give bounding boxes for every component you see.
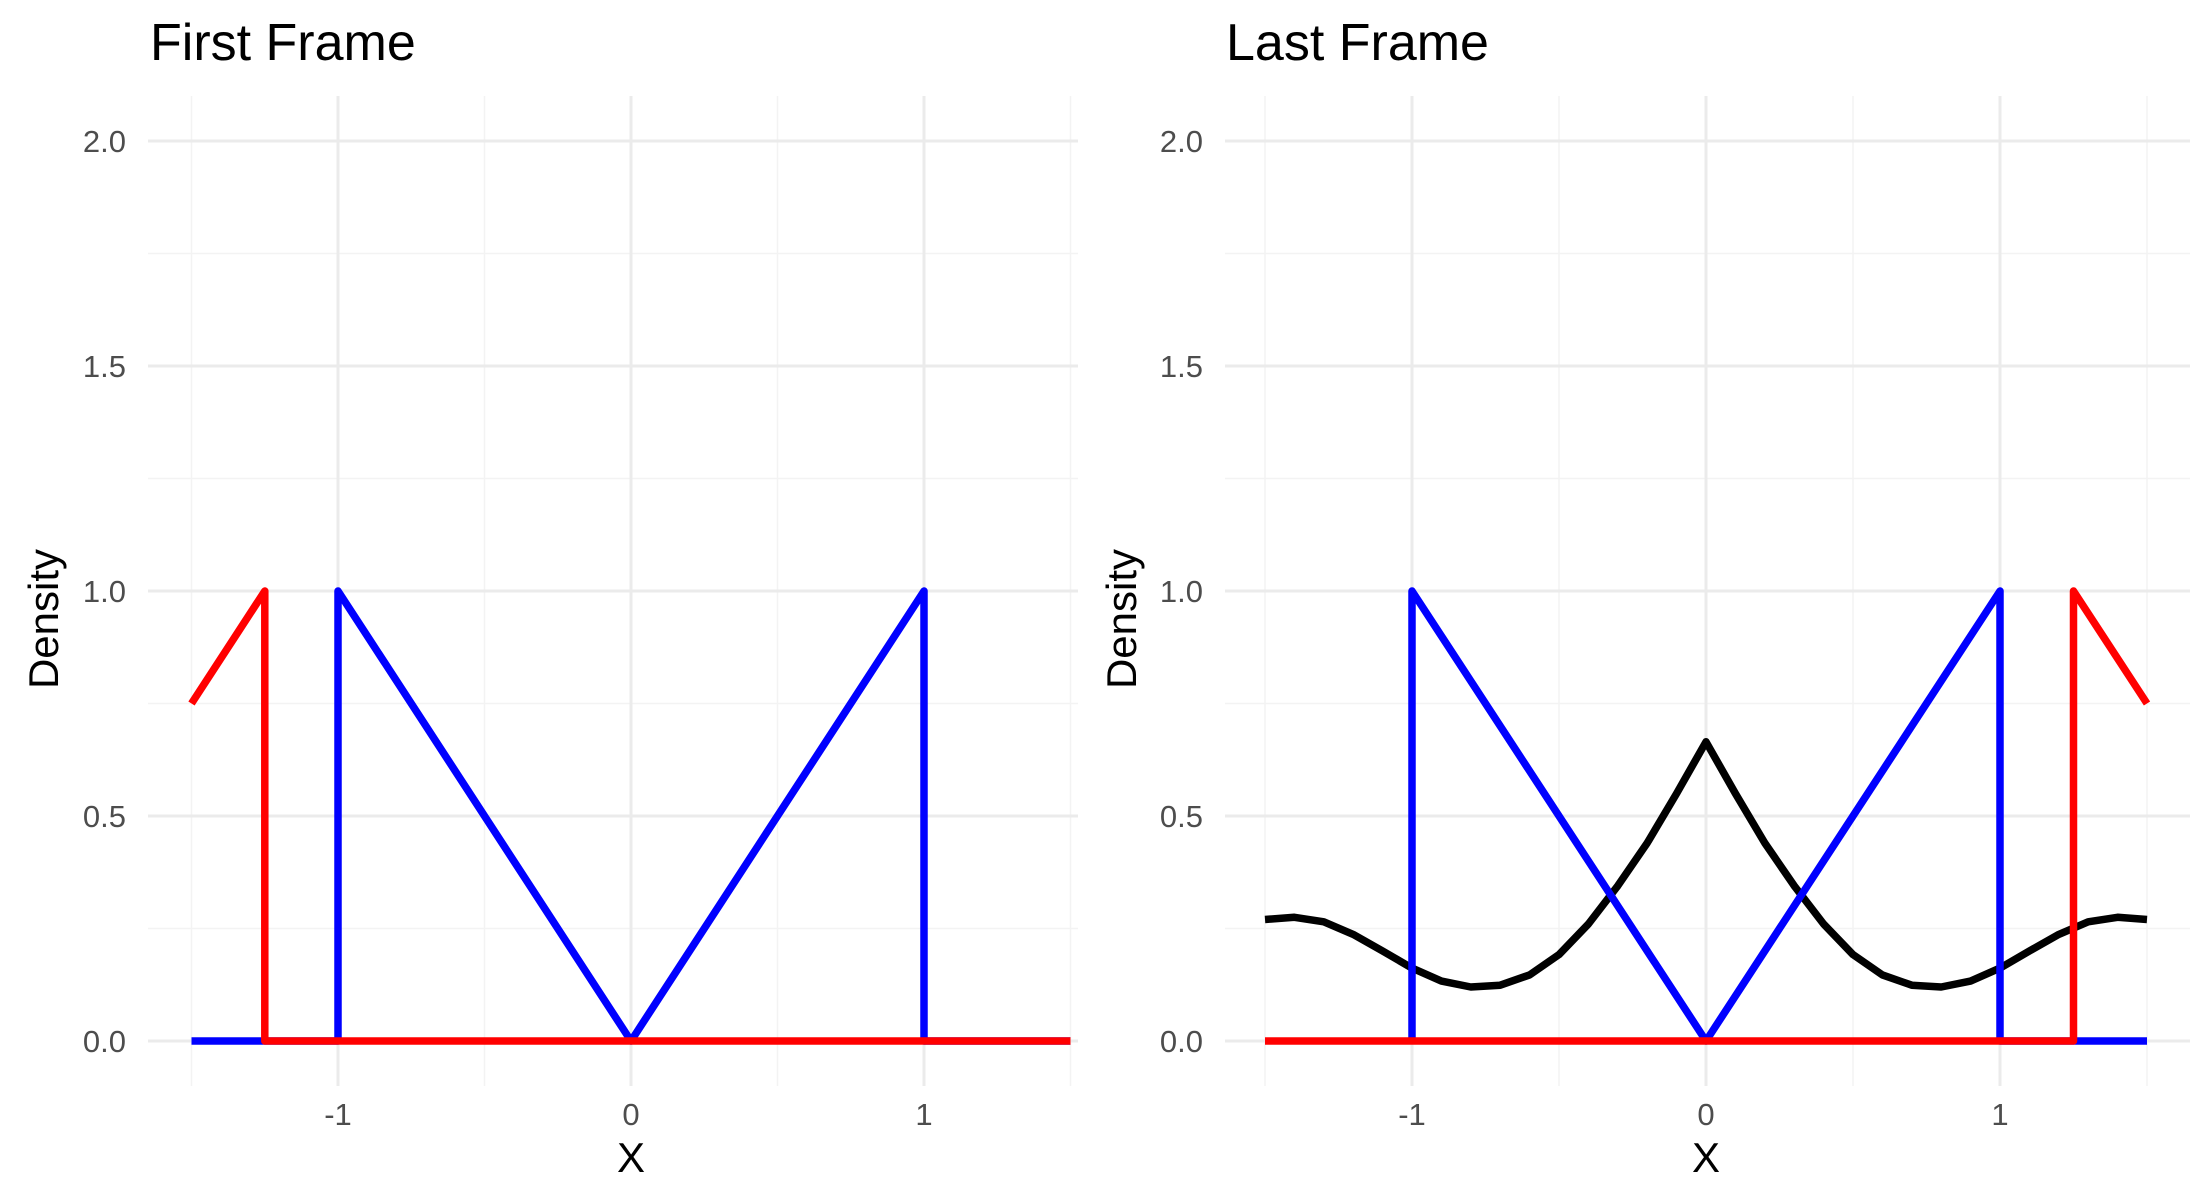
chart-last-frame: 0.0 0.5 1.0 1.5 2.0 -1 0 1 Last Frame X Density <box>1098 14 2190 1181</box>
chart-panel-first-frame: 0.0 0.5 1.0 1.5 2.0 -1 0 1 First Frame X Density <box>0 0 1105 1200</box>
x-tick-label: -1 <box>1398 1097 1426 1132</box>
chart-first-frame: 0.0 0.5 1.0 1.5 2.0 -1 0 1 First Frame X Density <box>20 14 1078 1181</box>
y-tick-label: 1.0 <box>83 574 126 609</box>
y-tick-label: 0.5 <box>83 799 126 834</box>
x-tick-label: 0 <box>1697 1097 1714 1132</box>
x-tick-label: 1 <box>915 1097 932 1132</box>
x-tick-label: 1 <box>1991 1097 2008 1132</box>
series-line-2 <box>1265 587 2151 1045</box>
y-tick-label: 1.5 <box>83 349 126 384</box>
y-tick-label: 1.0 <box>1160 574 1203 609</box>
chart-panel-last-frame: 0.0 0.5 1.0 1.5 2.0 -1 0 1 Last Frame X Density <box>1098 0 2210 1200</box>
chart-title: Last Frame <box>1226 14 1489 72</box>
series-line-1 <box>188 587 1071 1045</box>
y-axis-title: Density <box>1098 549 1145 689</box>
x-tick-label: -1 <box>324 1097 352 1132</box>
y-tick-label: 2.0 <box>83 124 126 159</box>
x-axis-title: X <box>617 1134 645 1181</box>
y-tick-label: 1.5 <box>1160 349 1203 384</box>
y-tick-label: 0.5 <box>1160 799 1203 834</box>
x-axis-title: X <box>1692 1134 1720 1181</box>
y-axis-title: Density <box>20 549 67 689</box>
x-tick-label: 0 <box>622 1097 639 1132</box>
y-tick-label: 0.0 <box>1160 1024 1203 1059</box>
chart-title: First Frame <box>150 14 416 72</box>
y-tick-label: 0.0 <box>83 1024 126 1059</box>
y-tick-label: 2.0 <box>1160 124 1203 159</box>
